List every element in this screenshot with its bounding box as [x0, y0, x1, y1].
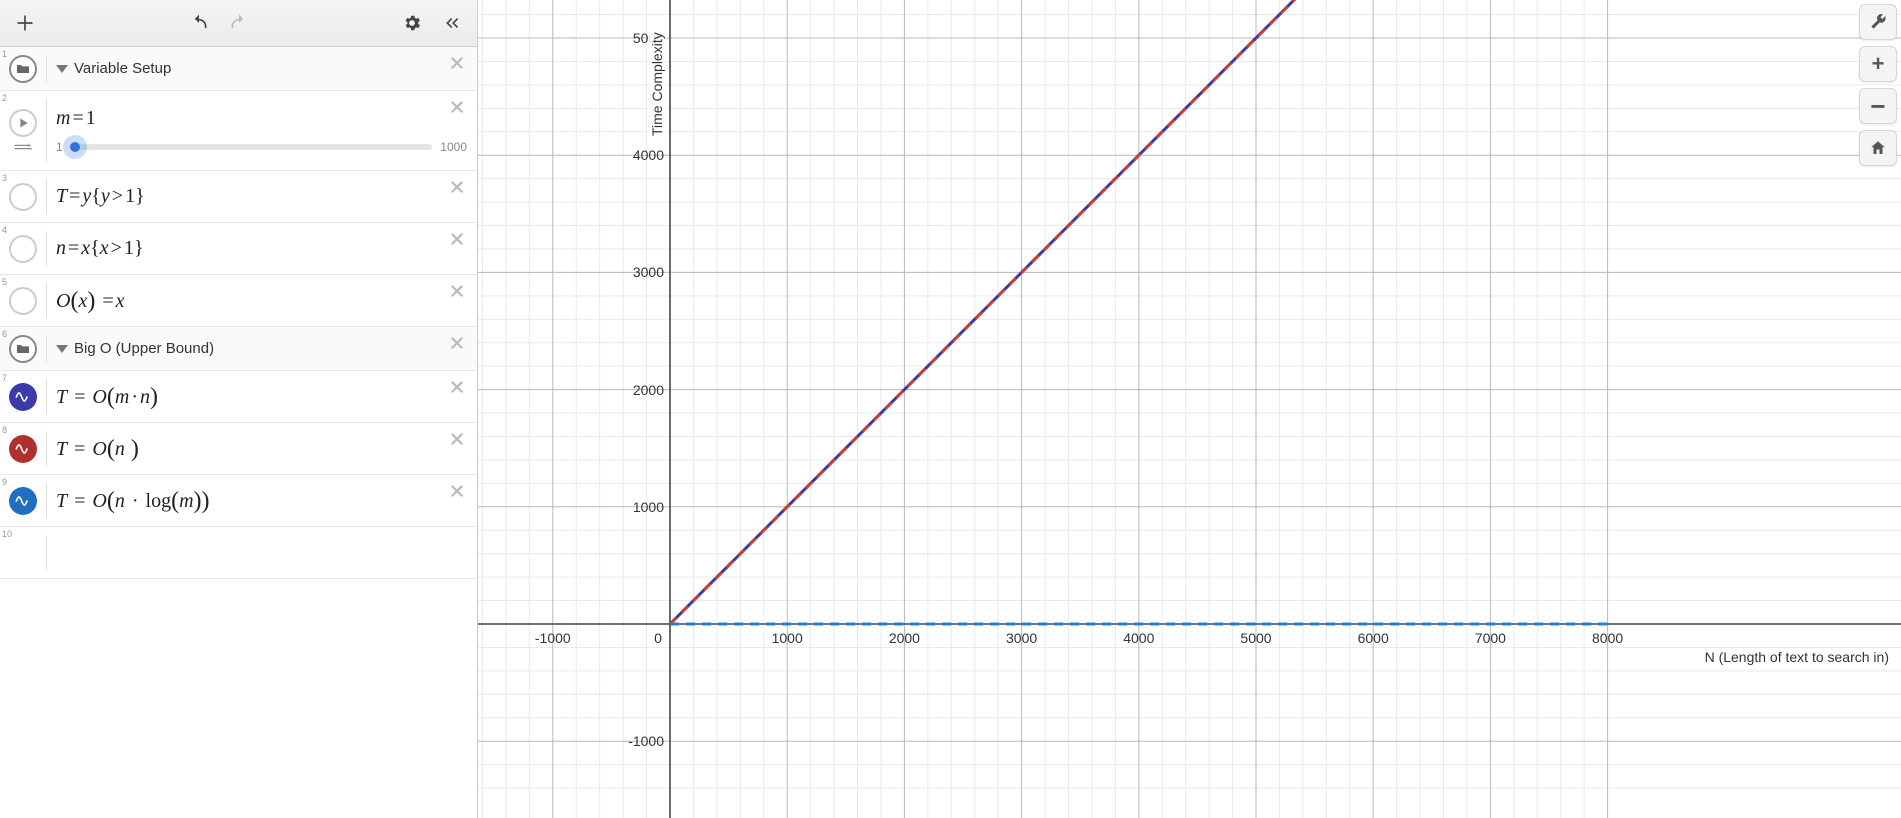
series-color-icon[interactable] [9, 435, 37, 463]
row-index: 1 [2, 49, 7, 59]
slider-min: 1 [56, 140, 63, 154]
slider-max: 1000 [440, 140, 467, 154]
expression-row[interactable]: 8 T = O(n ) [0, 423, 477, 475]
x-tick-label: 8000 [1592, 630, 1623, 646]
delete-row-button[interactable] [447, 53, 467, 73]
zoom-out-button[interactable]: − [1859, 88, 1897, 124]
redo-button[interactable] [222, 6, 256, 40]
graph-settings-button[interactable] [1859, 4, 1897, 40]
slider-mode-icon[interactable] [13, 141, 33, 153]
row-index: 8 [2, 425, 7, 435]
delete-row-button[interactable] [447, 377, 467, 397]
expression-row[interactable]: 3 T=y{y>1} [0, 171, 477, 223]
undo-button[interactable] [182, 6, 216, 40]
graph-panel[interactable]: + − -1000 1000 2000 3000 4000 5000 6000 7000 800… [478, 0, 1901, 818]
caret-down-icon [56, 345, 68, 353]
expression-row[interactable]: 4 n=x{x>1} [0, 223, 477, 275]
expression-row[interactable]: 2 m=1 1 1000 [0, 91, 477, 171]
empty-circle-icon[interactable] [9, 183, 37, 211]
y-tick-label: 1000 [633, 499, 664, 515]
folder-toggle[interactable]: Variable Setup [56, 60, 467, 77]
expression-math[interactable]: m=1 [56, 107, 467, 130]
delete-row-button[interactable] [447, 481, 467, 501]
caret-down-icon [56, 65, 68, 73]
y-tick-label: -1000 [628, 733, 664, 749]
zoom-in-button[interactable]: + [1859, 46, 1897, 82]
app-root: 1 Variable Setup 2 [0, 0, 1901, 818]
series-color-icon[interactable] [9, 383, 37, 411]
x-tick-label: 2000 [889, 630, 920, 646]
x-tick-label: 5000 [1240, 630, 1271, 646]
x-tick-label: 4000 [1123, 630, 1154, 646]
delete-row-button[interactable] [447, 97, 467, 117]
row-index: 4 [2, 225, 7, 235]
slider-track[interactable] [71, 144, 433, 150]
expression-list[interactable]: 1 Variable Setup 2 [0, 47, 477, 818]
slider-thumb[interactable] [70, 142, 80, 152]
expression-row[interactable]: 6 Big O (Upper Bound) [0, 327, 477, 371]
add-button[interactable] [8, 6, 42, 40]
expression-row[interactable]: 1 Variable Setup [0, 47, 477, 91]
zoom-out-label: − [1870, 91, 1885, 122]
x-axis-label: N (Length of text to search in) [1701, 648, 1893, 666]
x-tick-label: 1000 [772, 630, 803, 646]
x-tick-label: -1000 [535, 630, 571, 646]
folder-icon[interactable] [9, 55, 37, 83]
folder-icon[interactable] [9, 335, 37, 363]
graph-side-controls: + − [1859, 4, 1897, 166]
play-slider-button[interactable] [9, 109, 37, 137]
collapse-panel-button[interactable] [435, 6, 469, 40]
delete-row-button[interactable] [447, 177, 467, 197]
row-index: 7 [2, 373, 7, 383]
x-tick-label: 6000 [1358, 630, 1389, 646]
expression-row[interactable]: 7 T = O(m·n) [0, 371, 477, 423]
x-tick-label: 7000 [1475, 630, 1506, 646]
delete-row-button[interactable] [447, 333, 467, 353]
row-index: 2 [2, 93, 7, 103]
series-color-icon[interactable] [9, 487, 37, 515]
expression-math[interactable]: T=y{y>1} [56, 185, 467, 208]
origin-label: 0 [654, 630, 662, 646]
home-button[interactable] [1859, 130, 1897, 166]
delete-row-button[interactable] [447, 229, 467, 249]
expression-panel: 1 Variable Setup 2 [0, 0, 478, 818]
expression-row[interactable]: 9 T = O(n · log(m)) [0, 475, 477, 527]
folder-title: Variable Setup [74, 60, 171, 77]
expression-math[interactable]: n=x{x>1} [56, 237, 467, 260]
empty-circle-icon[interactable] [9, 235, 37, 263]
expression-math[interactable]: T = O(m·n) [56, 383, 467, 410]
row-index: 6 [2, 329, 7, 339]
x-tick-label: 3000 [1006, 630, 1037, 646]
row-index: 3 [2, 173, 7, 183]
expression-row[interactable]: 5 O(x) =x [0, 275, 477, 327]
toolbar [0, 0, 477, 47]
zoom-in-label: + [1872, 51, 1885, 77]
empty-circle-icon[interactable] [9, 287, 37, 315]
expression-math[interactable]: O(x) =x [56, 287, 467, 314]
row-index: 9 [2, 477, 7, 487]
slider[interactable]: 1 1000 [56, 140, 467, 154]
expression-math[interactable]: T = O(n ) [56, 435, 467, 462]
expression-math[interactable]: T = O(n · log(m)) [56, 487, 467, 514]
folder-title: Big O (Upper Bound) [74, 340, 214, 357]
y-tick-label: 4000 [633, 147, 664, 163]
y-axis-label: Time Complexity [648, 28, 666, 140]
delete-row-button[interactable] [447, 281, 467, 301]
y-tick-label: 3000 [633, 264, 664, 280]
graph-canvas[interactable] [478, 0, 1901, 818]
folder-toggle[interactable]: Big O (Upper Bound) [56, 340, 467, 357]
row-index: 5 [2, 277, 7, 287]
expression-row[interactable]: 10 [0, 527, 477, 579]
row-index: 10 [2, 529, 12, 539]
y-tick-label: 2000 [633, 382, 664, 398]
settings-button[interactable] [395, 6, 429, 40]
delete-row-button[interactable] [447, 429, 467, 449]
